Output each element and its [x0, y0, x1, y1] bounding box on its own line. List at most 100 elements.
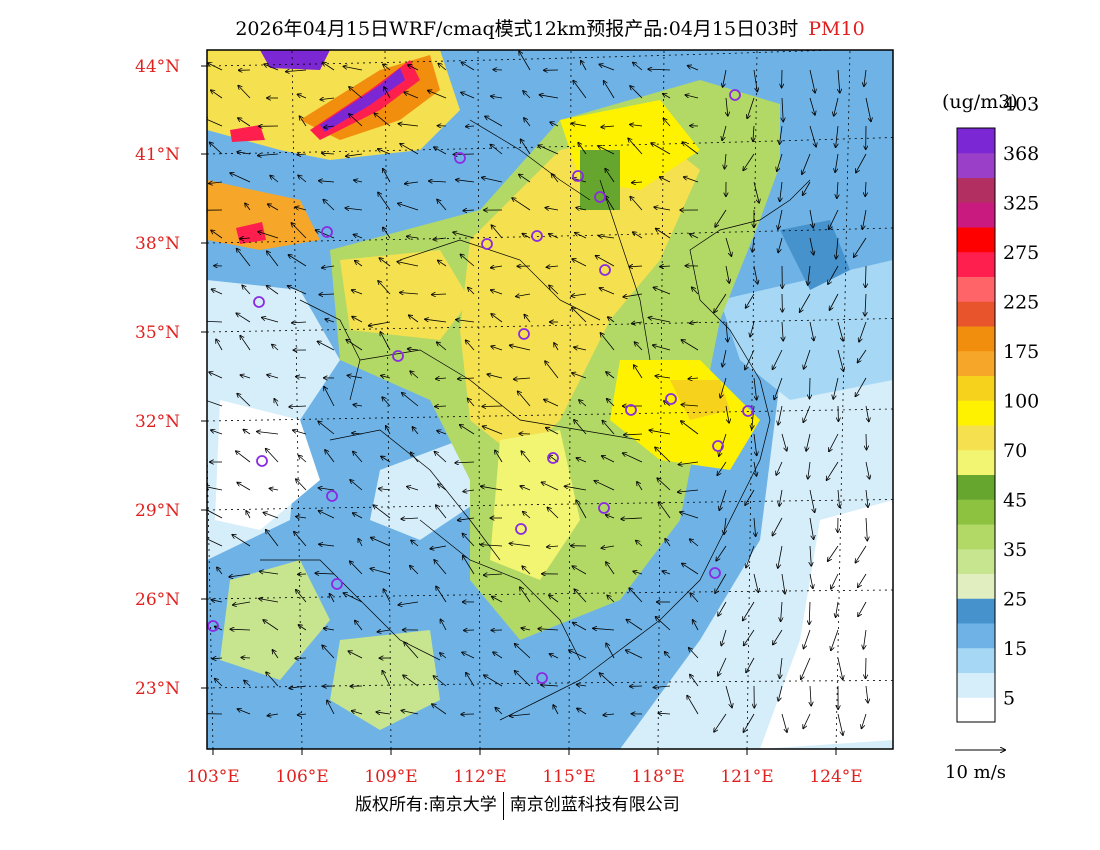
colorbar-swatch — [957, 524, 995, 550]
wind-arrow — [725, 265, 729, 283]
wind-arrow — [600, 673, 615, 687]
station-marker — [256, 455, 268, 467]
wind-arrow — [238, 118, 251, 127]
station-marker — [515, 523, 527, 535]
wind-arrow — [383, 227, 391, 239]
wind-arrow — [236, 451, 251, 463]
wind-arrow — [865, 293, 866, 316]
field-northeast-blue — [780, 50, 893, 260]
wind-arrow — [682, 142, 699, 155]
footer-divider — [502, 791, 504, 820]
wind-arrow — [716, 545, 727, 561]
wind-arrow — [242, 285, 251, 295]
wind-arrow — [547, 266, 559, 267]
wind-arrow — [632, 322, 643, 324]
wind-arrow — [350, 561, 363, 575]
wind-arrow — [512, 198, 531, 211]
pollutant-label: PM10 — [808, 18, 865, 40]
wind-arrow — [681, 405, 699, 406]
wind-arrow — [230, 173, 251, 183]
wind-arrow — [210, 142, 223, 155]
wind-arrow — [753, 69, 757, 92]
wind-arrow — [549, 285, 559, 295]
field-nanjing-orange — [670, 380, 730, 420]
wind-arrow — [781, 573, 785, 594]
wind-arrow — [259, 599, 279, 603]
wind-arrow — [828, 545, 839, 561]
parallel-line — [207, 50, 847, 67]
wind-arrow — [514, 378, 531, 379]
wind-arrow — [780, 657, 782, 678]
wind-arrow — [722, 349, 727, 367]
wind-arrow — [599, 236, 615, 238]
wind-arrow — [243, 430, 251, 435]
field-ocean-clean — [760, 500, 893, 749]
wind-arrow — [607, 399, 615, 407]
wind-arrow — [715, 573, 727, 593]
wind-arrow — [753, 265, 758, 284]
wind-arrow — [601, 126, 615, 127]
wind-arrow — [724, 517, 726, 534]
wind-arrow — [207, 399, 223, 407]
wind-arrow — [688, 378, 699, 379]
longitude-label: 118°E — [631, 767, 684, 787]
wind-arrow — [288, 255, 307, 267]
wind-arrow — [780, 125, 783, 144]
wind-arrow — [606, 643, 615, 659]
meridian-line — [835, 50, 851, 749]
wind-arrow — [626, 620, 643, 631]
wind-arrow — [401, 711, 419, 715]
wind-arrow — [288, 286, 307, 295]
boundary-line — [260, 559, 441, 661]
wind-arrow — [397, 262, 419, 267]
wind-arrow — [246, 511, 251, 519]
wind-arrow — [809, 237, 814, 255]
colorbar-swatch — [957, 276, 995, 302]
wind-arrow — [258, 232, 279, 239]
wind-arrow — [654, 207, 671, 211]
wind-arrow — [510, 714, 531, 716]
field-yellow-sea — [720, 260, 893, 400]
wind-arrow — [405, 182, 419, 184]
wind-arrow — [772, 517, 783, 536]
wind-arrow — [217, 567, 223, 575]
wind-arrow — [404, 92, 419, 99]
wind-arrow — [209, 372, 223, 379]
latitude-label: 29°N — [135, 501, 180, 521]
wind-arrow — [324, 126, 335, 128]
colorbar-swatch — [957, 623, 995, 649]
wind-arrow — [244, 680, 251, 687]
wind-arrow — [723, 69, 727, 87]
wind-arrow — [577, 708, 587, 715]
colorbar-swatch — [957, 697, 995, 723]
station-marker — [547, 452, 559, 464]
wind-arrow — [316, 230, 335, 239]
parallel-line — [207, 589, 893, 600]
wind-arrow — [296, 377, 307, 378]
boundary-line — [599, 179, 651, 361]
wind-arrow — [521, 139, 531, 155]
wind-arrow — [538, 629, 559, 630]
colorbar-tick-label: 368 — [1003, 143, 1039, 165]
wind-arrow — [603, 714, 615, 715]
wind-arrow — [440, 653, 447, 659]
wind-arrow — [690, 539, 699, 547]
wind-arrow — [836, 237, 838, 259]
colorbar-tick-label: 70 — [1003, 440, 1027, 462]
wind-arrow — [778, 209, 783, 229]
wind-arrow — [829, 209, 839, 229]
wind-arrow — [598, 146, 615, 155]
wind-arrow — [572, 373, 587, 379]
wind-arrow — [325, 319, 335, 322]
wind-arrow — [722, 125, 727, 140]
wind-arrow — [637, 482, 643, 491]
wind-arrow — [354, 235, 363, 239]
axis-labels: 44°N 41°N 38°N 35°N 32°N 29°N 26°N 23°N 103°E 106… — [135, 57, 863, 787]
wind-arrow — [837, 713, 843, 735]
wind-arrow — [599, 64, 615, 71]
field-guangxi-green — [330, 630, 440, 730]
wind-arrow — [492, 597, 503, 603]
wind-arrow — [836, 125, 838, 147]
wind-arrow — [460, 425, 475, 435]
